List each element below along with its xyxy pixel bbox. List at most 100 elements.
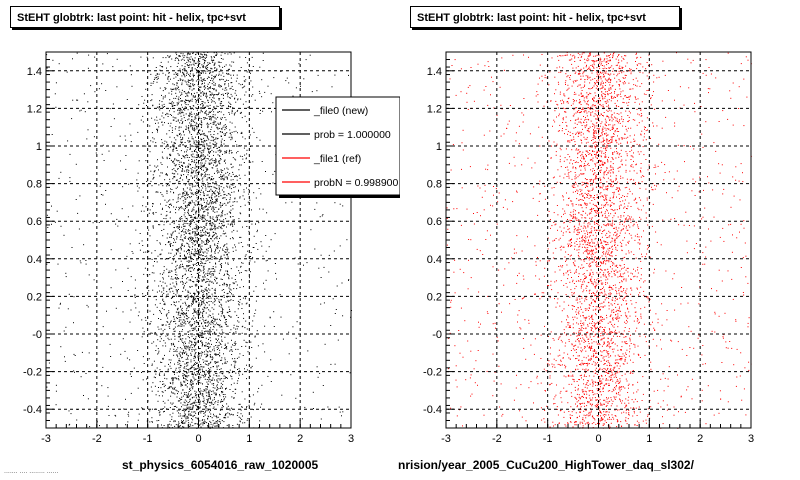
scatter-point <box>209 190 211 192</box>
scatter-point <box>175 305 177 307</box>
scatter-point <box>173 119 175 121</box>
scatter-point <box>225 362 227 364</box>
scatter-point <box>189 202 191 204</box>
scatter-point <box>209 346 211 348</box>
scatter-point <box>203 267 205 269</box>
scatter-point <box>208 324 210 326</box>
scatter-point <box>218 214 220 216</box>
scatter-point <box>197 291 199 293</box>
scatter-point <box>225 377 227 379</box>
scatter-point <box>188 246 190 247</box>
scatter-point <box>229 149 230 151</box>
scatter-point <box>208 232 210 234</box>
scatter-point <box>203 366 205 368</box>
scatter-point <box>229 52 231 54</box>
scatter-point <box>242 422 244 424</box>
scatter-point <box>213 208 215 210</box>
scatter-point <box>219 326 221 328</box>
scatter-point <box>201 182 203 184</box>
scatter-point <box>155 373 157 375</box>
scatter-point <box>170 122 172 124</box>
scatter-point <box>250 161 252 163</box>
scatter-point <box>175 367 177 369</box>
scatter-point <box>181 310 183 312</box>
scatter-point <box>117 225 119 227</box>
scatter-point <box>210 71 212 73</box>
scatter-point <box>183 192 185 194</box>
scatter-point <box>220 94 222 96</box>
scatter-point <box>246 226 248 227</box>
scatter-point <box>222 311 224 313</box>
scatter-point <box>194 231 196 233</box>
scatter-point <box>216 53 218 55</box>
scatter-point <box>198 292 200 294</box>
scatter-point <box>168 387 170 389</box>
scatter-point <box>179 351 181 353</box>
scatter-point <box>177 363 179 365</box>
scatter-point <box>203 401 205 403</box>
scatter-point <box>198 271 200 273</box>
scatter-point <box>191 156 193 158</box>
scatter-point <box>241 419 243 420</box>
scatter-point <box>252 161 254 163</box>
scatter-point <box>172 387 174 389</box>
scatter-point <box>206 179 208 181</box>
scatter-point <box>190 113 192 115</box>
scatter-point <box>200 304 202 306</box>
scatter-point <box>225 162 226 164</box>
scatter-point <box>265 260 267 262</box>
scatter-point <box>183 250 185 252</box>
scatter-point <box>175 424 177 426</box>
scatter-point <box>154 165 156 167</box>
scatter-point <box>212 140 214 142</box>
scatter-point <box>106 53 108 55</box>
scatter-point <box>184 384 186 386</box>
scatter-point <box>180 392 182 394</box>
scatter-point <box>204 107 206 109</box>
scatter-point <box>214 269 216 271</box>
scatter-point <box>170 320 172 322</box>
scatter-point <box>218 347 219 349</box>
scatter-point <box>200 341 202 342</box>
scatter-point <box>178 412 179 414</box>
scatter-point <box>216 168 218 170</box>
scatter-point <box>60 302 61 304</box>
scatter-point <box>230 212 232 214</box>
scatter-point <box>205 410 206 412</box>
scatter-point <box>185 338 187 340</box>
scatter-point <box>229 113 230 115</box>
scatter-point <box>166 191 168 192</box>
scatter-point <box>219 163 221 165</box>
scatter-point <box>175 266 177 268</box>
scatter-point <box>227 312 229 314</box>
scatter-point <box>169 386 171 387</box>
scatter-point <box>177 73 179 75</box>
scatter-point <box>157 390 159 392</box>
scatter-point <box>186 219 188 221</box>
scatter-point <box>322 214 324 216</box>
scatter-point <box>231 231 233 233</box>
scatter-point <box>253 235 255 237</box>
scatter-point <box>198 367 200 369</box>
scatter-point <box>145 319 147 321</box>
scatter-point <box>196 301 198 302</box>
scatter-point <box>199 325 201 327</box>
scatter-point <box>171 379 173 381</box>
scatter-point <box>161 249 163 251</box>
scatter-point <box>187 230 189 232</box>
scatter-point <box>206 169 208 171</box>
scatter-point <box>223 283 225 285</box>
scatter-point <box>206 307 208 309</box>
scatter-point <box>138 242 140 244</box>
scatter-point <box>200 95 202 97</box>
scatter-point <box>202 280 204 282</box>
scatter-point <box>227 270 228 272</box>
scatter-point <box>215 266 217 268</box>
scatter-point <box>186 266 188 268</box>
scatter-point <box>209 405 211 407</box>
scatter-point <box>207 272 209 274</box>
scatter-point <box>48 362 50 364</box>
scatter-point <box>198 163 200 165</box>
scatter-point <box>203 151 205 153</box>
scatter-point <box>233 229 235 231</box>
